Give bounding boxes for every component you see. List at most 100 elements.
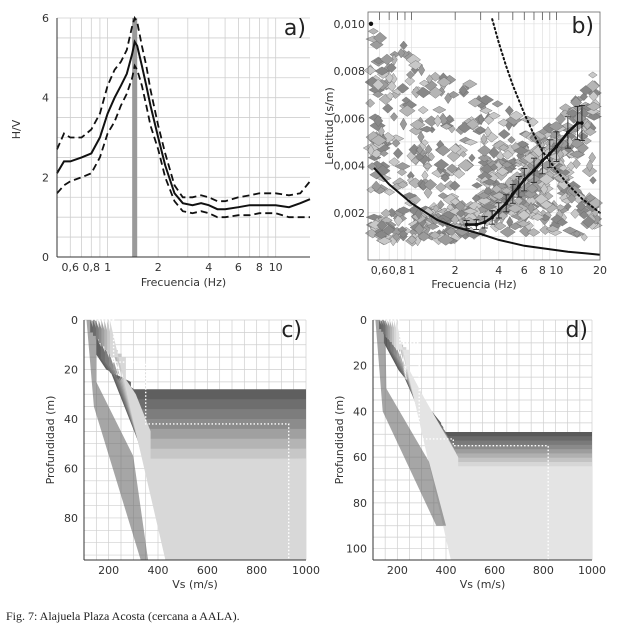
dispersion-point [464, 222, 469, 227]
energy-blob [379, 150, 389, 157]
energy-blob [510, 142, 521, 152]
energy-blob [419, 125, 435, 133]
x-tick-label: 8 [539, 264, 546, 277]
y-tick-label: 80 [353, 497, 367, 510]
energy-blob [501, 161, 513, 169]
energy-blob [406, 235, 418, 245]
panel-b: 0,002 0,004 0,006 0,008 0,010 0,6 0,8 1 2 4 6 8 10 20… [323, 11, 607, 291]
energy-blob [545, 225, 560, 233]
x-tick-label: 600 [484, 564, 505, 577]
energy-blob [534, 193, 549, 206]
dispersion-point [547, 151, 552, 156]
energy-blob [579, 85, 593, 96]
y-tick-label: 0,010 [334, 18, 366, 31]
energy-blob [414, 235, 422, 247]
energy-blob [387, 134, 405, 143]
energy-blob [373, 32, 388, 44]
energy-blob [513, 146, 530, 155]
energy-blob [499, 226, 516, 238]
energy-blob [581, 137, 592, 145]
x-tick-label: 4 [205, 261, 212, 274]
energy-blob [452, 168, 466, 179]
panel-label: d) [565, 318, 588, 343]
dispersion-point [540, 159, 545, 163]
energy-blob [450, 214, 460, 226]
energy-blob [437, 199, 445, 210]
x-tick-label: 800 [246, 564, 267, 577]
energy-blob [477, 144, 492, 157]
dispersion-point [474, 222, 479, 227]
energy-blob [396, 168, 408, 176]
energy-blob [376, 220, 388, 231]
profile-band [396, 320, 592, 560]
energy-blob [395, 206, 412, 215]
y-tick-label: 2 [42, 171, 49, 184]
energy-blob [365, 213, 383, 221]
panel-label: a) [284, 16, 306, 41]
energy-blob [401, 96, 411, 104]
energy-blob [484, 126, 492, 138]
y-axis-label: Lentitud (s/m) [323, 87, 336, 165]
energy-blob [588, 151, 597, 164]
energy-blob [498, 144, 510, 152]
energy-blob [548, 121, 565, 132]
energy-blob [504, 105, 514, 116]
energy-blob [556, 218, 568, 227]
energy-blob [540, 183, 549, 196]
dispersion-point [566, 130, 570, 135]
energy-blob [397, 181, 409, 189]
dispersion-point [575, 121, 580, 125]
energy-blob [589, 176, 597, 185]
energy-blob [571, 158, 581, 170]
energy-blob [501, 149, 514, 160]
energy-blob [433, 114, 442, 128]
dispersion-point [554, 144, 559, 149]
energy-blob [423, 186, 433, 199]
energy-blob [467, 97, 483, 108]
energy-blob [508, 110, 524, 121]
y-tick-label: 60 [64, 462, 78, 475]
energy-blob [468, 153, 476, 163]
energy-blob [497, 129, 511, 140]
energy-blob [555, 113, 566, 125]
energy-blob [466, 118, 480, 130]
energy-blob [414, 223, 425, 236]
energy-blob [397, 47, 406, 59]
y-axis-label: Profundidad (m) [333, 396, 346, 485]
energy-blob [445, 114, 454, 123]
energy-blob [444, 92, 452, 105]
marker-dot [368, 21, 374, 27]
y-tick-label: 6 [42, 12, 49, 25]
energy-blob [399, 40, 408, 51]
energy-blob [380, 53, 394, 66]
energy-blob [370, 134, 387, 147]
energy-blob [383, 188, 396, 196]
energy-blob [415, 153, 425, 161]
x-axis-label: Vs (m/s) [460, 578, 506, 591]
energy-map [362, 28, 603, 247]
energy-blob [481, 202, 498, 211]
energy-blob [580, 233, 588, 242]
energy-blob [479, 107, 493, 114]
y-tick-label: 80 [64, 512, 78, 525]
energy-blob [446, 203, 454, 211]
hv-series-dashed [56, 63, 310, 219]
energy-blob [396, 83, 410, 94]
aliasing-limit-solid [373, 167, 601, 256]
energy-blob [514, 196, 524, 206]
energy-blob [426, 222, 440, 230]
x-tick-label: 2 [155, 261, 162, 274]
energy-blob [425, 74, 434, 84]
energy-blob [581, 215, 596, 228]
x-axis-label: Frecuencia (Hz) [141, 276, 226, 289]
energy-blob [476, 196, 492, 206]
energy-blob [380, 208, 392, 218]
x-tick-label: 400 [148, 564, 169, 577]
energy-blob [569, 138, 585, 149]
energy-blob [424, 144, 433, 155]
x-tick-label: 0,8 [389, 264, 407, 277]
energy-blob [474, 126, 487, 134]
energy-blob [435, 182, 447, 193]
energy-blob [507, 136, 516, 144]
energy-blob [570, 208, 580, 219]
